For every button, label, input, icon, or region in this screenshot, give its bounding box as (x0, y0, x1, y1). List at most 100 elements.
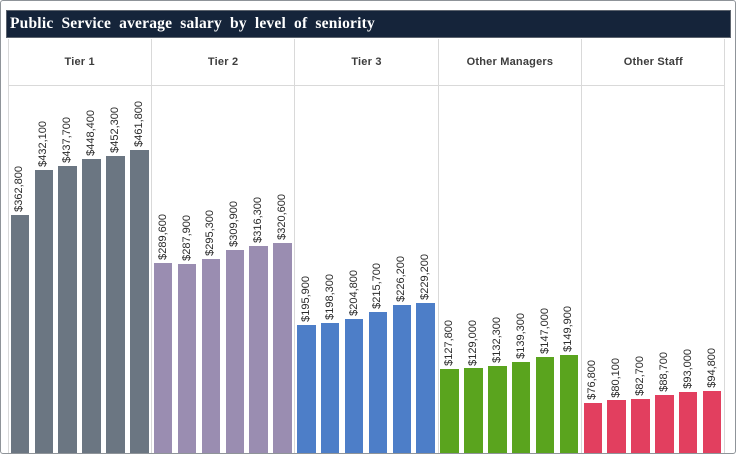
bar-value-label: $127,800 (443, 320, 456, 367)
bar (130, 150, 149, 453)
bar-value-label-wrap: $320,600 (271, 194, 295, 240)
group-header-label: Tier 1 (64, 56, 95, 68)
group-header-other-staff: Other Staff (582, 39, 725, 85)
bar-value-label-wrap: $432,100 (32, 121, 56, 167)
bar-value-label-wrap: $362,800 (8, 166, 32, 212)
bar (511, 361, 531, 453)
bar-value-label-wrap: $129,000 (462, 320, 486, 366)
bar-value-label: $316,300 (252, 196, 265, 243)
bar-value-label: $295,300 (204, 210, 217, 257)
bar-value-label: $93,000 (681, 349, 694, 389)
bar-value-label: $204,800 (347, 269, 360, 316)
bar-value-label-wrap: $132,300 (485, 317, 509, 363)
bar (34, 169, 53, 453)
bar (607, 400, 626, 453)
bar-value-label: $147,000 (538, 307, 551, 354)
bar-value-label-wrap: $448,400 (80, 110, 104, 156)
bar-value-label-wrap: $149,900 (557, 306, 581, 352)
separator-line (438, 39, 439, 453)
bar (488, 366, 507, 453)
bar-value-label: $287,900 (180, 215, 193, 262)
bar (225, 249, 244, 453)
group-header-tier-2: Tier 2 (151, 39, 294, 85)
bar (177, 264, 197, 453)
bar-value-label: $129,000 (466, 319, 479, 366)
bar-value-label-wrap: $287,900 (175, 215, 199, 261)
bar (416, 302, 435, 453)
group-header-label: Other Managers (466, 56, 554, 68)
bar (583, 402, 602, 453)
bar-value-label-wrap: $309,900 (223, 201, 247, 247)
bar-value-label-wrap: $80,100 (605, 358, 629, 398)
bar (320, 322, 340, 453)
bar-value-label: $289,600 (156, 214, 169, 260)
bar (249, 245, 268, 453)
bar-value-label-wrap: $229,200 (414, 254, 438, 300)
bar-value-label-wrap: $437,700 (56, 117, 80, 163)
bar-value-label-wrap: $198,300 (318, 274, 342, 320)
bar-value-label: $362,800 (13, 166, 26, 212)
bar-value-label: $226,200 (395, 255, 408, 302)
bar (440, 369, 459, 453)
bar-value-label-wrap: $76,800 (581, 360, 605, 400)
separator-line (724, 39, 725, 453)
bar-value-label: $229,200 (419, 253, 432, 300)
bar (535, 356, 555, 453)
separator-line (151, 39, 152, 453)
header-divider-line (8, 85, 725, 86)
bar-value-label: $320,600 (275, 193, 288, 240)
bar-value-label: $80,100 (610, 357, 623, 398)
bar (82, 158, 101, 453)
bar-value-label: $448,400 (85, 109, 98, 156)
bar-value-label-wrap: $452,300 (104, 107, 128, 153)
plot-area: $362,800 $432,100 $437,700 $448,400 $452,300… (8, 39, 725, 453)
bar-value-label: $452,300 (108, 107, 121, 154)
bar (368, 311, 388, 453)
group-header-tier-1: Tier 1 (8, 39, 151, 85)
bar-value-label: $195,900 (299, 275, 312, 322)
group-header-label: Other Staff (623, 56, 683, 68)
bar (297, 324, 316, 453)
group-separator-lines (8, 39, 725, 453)
group-header-label: Tier 2 (207, 56, 239, 68)
bar-value-label-wrap: $93,000 (676, 349, 700, 389)
bar-value-label-wrap: $147,000 (533, 308, 557, 354)
group-header-label: Tier 3 (351, 56, 382, 68)
bar (106, 156, 125, 453)
bar (464, 368, 483, 453)
bar (201, 259, 221, 453)
separator-line (581, 39, 582, 453)
group-header-row: Tier 1 Tier 2 Tier 3 Other Managers Other St… (8, 39, 725, 85)
bar (702, 390, 722, 453)
bar-value-label: $215,700 (371, 262, 384, 309)
bar-value-label: $132,300 (490, 317, 503, 364)
bar-value-label: $437,700 (61, 116, 74, 163)
bar (631, 398, 650, 453)
separator-line (294, 39, 295, 453)
bar (559, 354, 579, 453)
separator-line (8, 39, 9, 453)
bar-value-label: $432,100 (37, 120, 50, 167)
bar-value-label-wrap: $226,200 (390, 256, 414, 302)
bar (655, 394, 674, 453)
bar-value-label-wrap: $289,600 (151, 214, 175, 260)
bar-value-label-wrap: $215,700 (366, 263, 390, 309)
bar-value-label: $82,700 (633, 355, 646, 396)
bar-value-label: $149,900 (562, 305, 575, 352)
group-header-other-managers: Other Managers (438, 39, 581, 85)
bar (58, 165, 77, 453)
bar-value-label: $76,800 (586, 359, 599, 400)
bar (678, 392, 698, 453)
bar-value-label-wrap: $461,800 (127, 101, 151, 147)
bar-value-label-wrap: $195,900 (294, 276, 318, 322)
bar-value-label-wrap: $204,800 (342, 270, 366, 316)
bar-value-label: $94,800 (705, 348, 718, 388)
bar (344, 318, 364, 453)
bar-value-label: $309,900 (228, 200, 241, 247)
group-header-tier-3: Tier 3 (295, 39, 438, 85)
bar-value-label-wrap: $295,300 (199, 210, 223, 256)
bar-value-label-wrap: $88,700 (652, 352, 676, 392)
chart-title: Public Service average salary by level o… (10, 15, 375, 32)
bar-value-label: $198,300 (323, 274, 336, 320)
